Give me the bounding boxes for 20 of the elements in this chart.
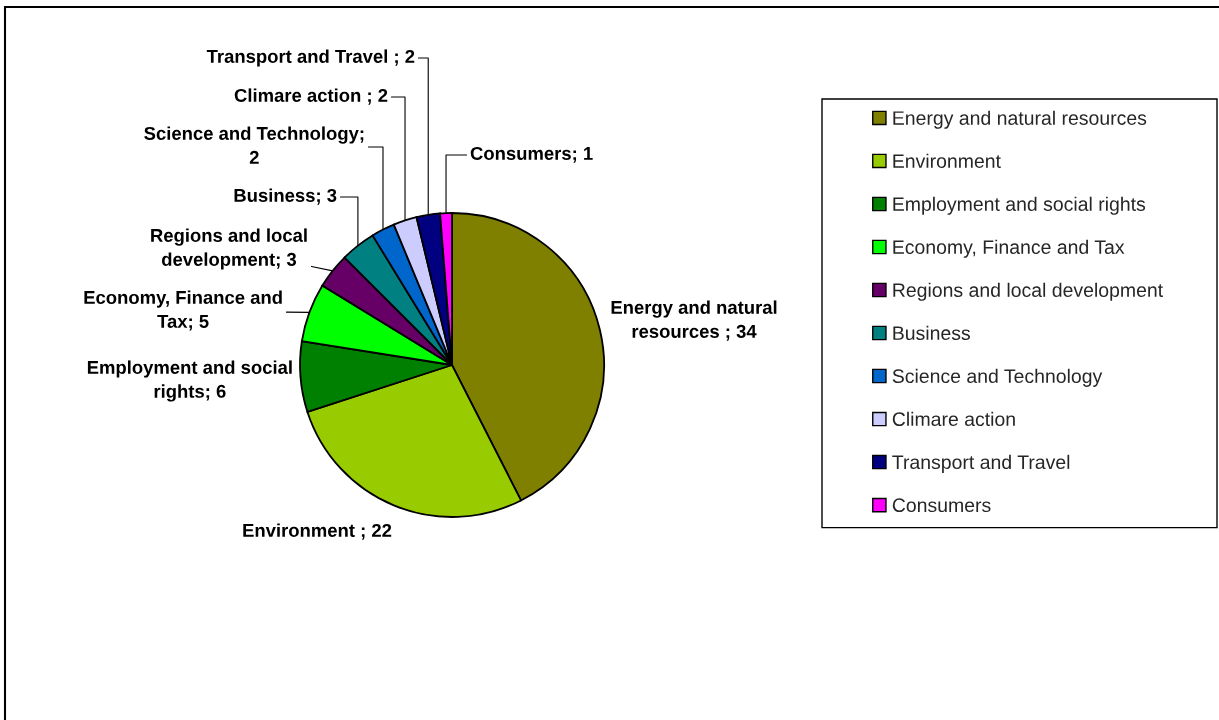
data-label: Business; 3 [234,188,337,205]
legend-label: Energy and natural resources [893,110,1147,129]
legend-label: Climare action [892,411,1015,427]
legend-label: Employment and social rights [893,196,1146,215]
legend-label: Transport and Travel [892,454,1070,473]
legend-label: Consumers [892,498,991,513]
legend-label: Environment [893,153,1001,168]
data-label: Transport and Travel ; 2 [206,49,415,67]
data-label: Climare action ; 2 [234,88,388,105]
legend-label: Science and Technology [892,368,1103,387]
data-label: Regions and local development; 3 [151,228,307,270]
legend-label: Economy, Finance and Tax [893,239,1125,258]
data-label: Environment ; 22 [243,523,392,540]
data-label: Science and Technology; 2 [144,126,364,164]
data-label: Consumers; 1 [470,146,593,163]
legend-label: Regions and local development [893,282,1163,301]
data-label: Economy, Finance and Tax; 5 [84,290,282,331]
data-label: Employment and social rights; 6 [87,360,292,402]
data-label: Energy and natural resources ; 34 [611,300,777,341]
legend-label: Business [893,325,970,341]
